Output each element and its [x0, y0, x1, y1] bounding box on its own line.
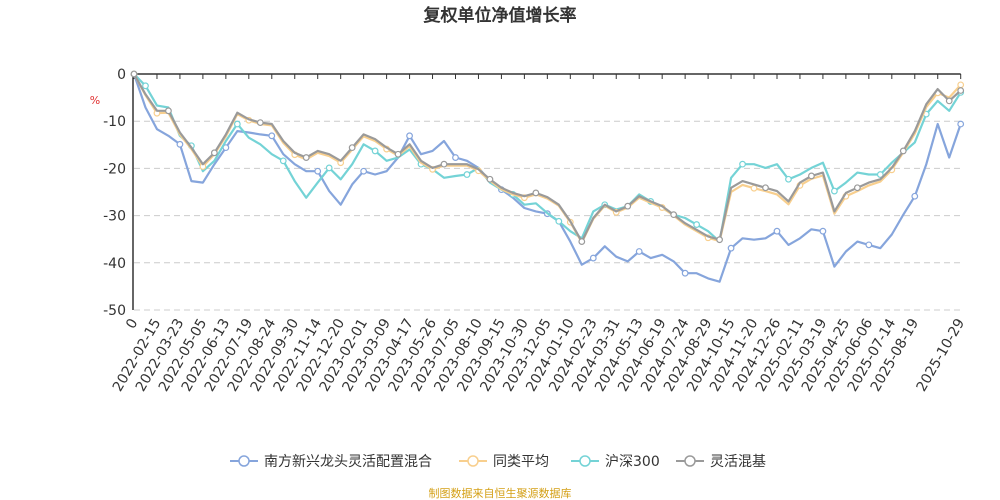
data-point[interactable] [371, 147, 379, 155]
data-point[interactable] [532, 189, 540, 197]
legend-label: 南方新兴龙头灵活配置混合 [264, 454, 432, 470]
data-point[interactable] [957, 120, 965, 128]
data-point[interactable] [853, 184, 861, 192]
data-point[interactable] [176, 140, 184, 148]
y-axis-unit-label: % [90, 94, 100, 107]
data-point[interactable] [899, 147, 907, 155]
data-point[interactable] [693, 221, 701, 228]
data-point[interactable] [555, 217, 563, 225]
data-point[interactable] [314, 167, 322, 175]
legend-item[interactable]: 同类平均 [459, 454, 549, 470]
series-line [133, 73, 962, 243]
data-point[interactable] [268, 132, 276, 140]
data-point[interactable] [739, 160, 746, 168]
y-tick-label: -30 [103, 209, 126, 225]
data-point[interactable] [233, 120, 241, 128]
data-source-footer: 制图数据来自恒生聚源数据库 [429, 486, 572, 500]
data-point[interactable] [785, 175, 792, 183]
data-point[interactable] [325, 164, 333, 172]
data-point[interactable] [130, 70, 138, 78]
legend-label: 同类平均 [493, 454, 549, 470]
y-tick-label: -10 [103, 114, 126, 130]
legend-label: 沪深300 [605, 454, 660, 470]
data-point[interactable] [486, 175, 494, 183]
data-point[interactable] [773, 227, 781, 235]
data-point[interactable] [452, 154, 459, 161]
data-point[interactable] [360, 167, 368, 175]
series-line [133, 73, 962, 243]
data-point[interactable] [406, 132, 413, 140]
data-point[interactable] [624, 202, 632, 210]
data-point[interactable] [463, 171, 471, 178]
legend-marker-icon [579, 455, 591, 467]
legend-label: 灵活混基 [710, 453, 766, 470]
series-line [133, 73, 962, 244]
data-point[interactable] [865, 241, 873, 249]
x-tick-label: 0 [123, 316, 141, 332]
data-point[interactable] [762, 184, 769, 192]
data-point[interactable] [808, 172, 815, 180]
data-point[interactable] [819, 227, 827, 235]
series-line [132, 73, 962, 283]
data-point[interactable] [957, 81, 965, 89]
data-point[interactable] [830, 187, 838, 195]
data-point[interactable] [876, 171, 884, 178]
legend-marker-icon [238, 455, 250, 467]
y-tick-label: -20 [103, 161, 126, 177]
data-point[interactable] [302, 154, 310, 161]
data-point[interactable] [945, 97, 953, 105]
x-tick-label: 2025-10-29 [914, 316, 969, 394]
data-point[interactable] [716, 236, 723, 244]
series-3 [130, 70, 965, 245]
data-point[interactable] [348, 144, 356, 152]
legend-marker-icon [467, 455, 479, 467]
y-tick-label: 0 [117, 67, 126, 83]
data-point[interactable] [727, 244, 735, 252]
series-0 [130, 70, 965, 283]
data-point[interactable] [911, 192, 919, 200]
data-point[interactable] [578, 238, 586, 245]
chart-title: 复权单位净值增长率 [423, 5, 577, 26]
legend-item[interactable]: 灵活混基 [676, 453, 766, 470]
data-point[interactable] [256, 119, 264, 127]
legend-marker-icon [684, 455, 696, 467]
y-tick-label: -50 [103, 303, 126, 319]
data-point[interactable] [589, 254, 597, 262]
data-point[interactable] [670, 211, 678, 219]
data-point[interactable] [440, 160, 448, 168]
data-point[interactable] [165, 107, 172, 115]
y-tick-label: -40 [103, 256, 126, 272]
data-point[interactable] [750, 184, 758, 192]
data-point[interactable] [279, 157, 287, 165]
legend-item[interactable]: 沪深300 [571, 454, 660, 470]
data-point[interactable] [210, 149, 218, 157]
data-point[interactable] [142, 82, 149, 90]
legend-item[interactable]: 南方新兴龙头灵活配置混合 [230, 454, 432, 470]
data-point[interactable] [681, 269, 689, 277]
data-point[interactable] [394, 150, 402, 158]
data-point[interactable] [635, 248, 643, 255]
data-point[interactable] [957, 87, 965, 94]
